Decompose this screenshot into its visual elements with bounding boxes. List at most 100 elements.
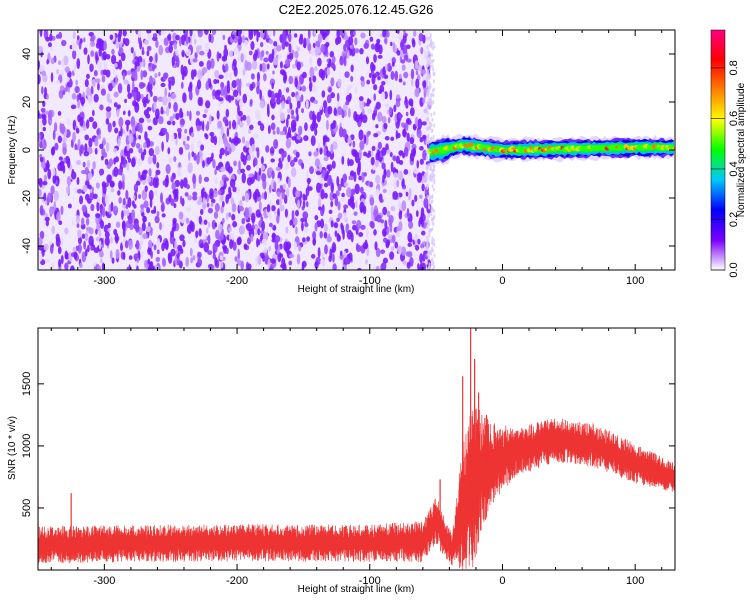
heatmap-noise-blob (47, 109, 53, 120)
heatmap-noise-blob (272, 130, 276, 135)
heatmap-noise-blob (207, 221, 211, 229)
heatmap-noise-blob (114, 127, 119, 134)
heatmap-noise-blob (76, 58, 81, 70)
heatmap-noise-blob (325, 30, 330, 36)
heatmap-noise-blob (188, 151, 191, 161)
heatmap-noise-blob (243, 243, 248, 250)
heatmap-noise-blob (410, 68, 415, 80)
heatmap-noise-blob (289, 102, 293, 110)
heatmap-noise-blob (414, 194, 418, 203)
heatmap-noise-blob (232, 89, 239, 98)
heatmap-noise-blob (410, 78, 414, 87)
heatmap-noise-blob (337, 201, 341, 211)
heatmap-noise-blob (146, 106, 152, 112)
heatmap-noise-blob (326, 170, 329, 179)
heatmap-noise-blob (358, 149, 362, 160)
heatmap-noise-blob (359, 201, 365, 213)
heatmap-noise-blob (214, 89, 220, 100)
heatmap-noise-edge-blob (427, 61, 430, 66)
heatmap-noise-blob (329, 51, 335, 58)
heatmap-noise-blob (206, 202, 210, 208)
heatmap-noise-blob (354, 183, 360, 195)
heatmap-noise-blob (348, 92, 352, 100)
heatmap-noise-blob (104, 236, 110, 246)
heatmap-noise-blob (53, 190, 60, 201)
heatmap-noise-blob (339, 55, 343, 62)
heatmap-noise-blob (168, 43, 173, 54)
heatmap-noise-blob (42, 180, 48, 186)
heatmap-noise-blob (173, 42, 178, 50)
heatmap-noise-blob (175, 48, 179, 56)
heatmap-noise-edge-blob (428, 101, 431, 106)
heatmap-noise-blob (307, 30, 311, 39)
heatmap-noise-blob (115, 39, 120, 49)
heatmap-noise-blob (171, 133, 175, 142)
heatmap-noise-blob (116, 109, 120, 118)
heatmap-noise-edge-blob (425, 176, 428, 181)
heatmap-noise-blob (172, 120, 176, 126)
heatmap-noise-blob (260, 156, 264, 165)
heatmap-noise-blob (196, 125, 201, 132)
heatmap-noise-blob (166, 120, 172, 126)
heatmap-noise-edge-blob (426, 171, 429, 176)
heatmap-noise-blob (38, 45, 44, 53)
heatmap-noise-blob (155, 52, 158, 63)
heatmap-noise-blob (408, 98, 414, 106)
heatmap-noise-edge-blob (429, 60, 432, 65)
heatmap-noise-blob (279, 130, 286, 136)
heatmap-noise-blob (64, 66, 70, 73)
heatmap-noise-blob (358, 231, 364, 238)
heatmap-noise-blob (320, 258, 326, 266)
heatmap-noise-blob (398, 150, 404, 156)
heatmap-band-peak (672, 147, 675, 150)
heatmap-noise-edge-blob (432, 58, 435, 63)
heatmap-x-tick-label: 0 (499, 275, 505, 287)
heatmap-noise-blob (320, 218, 325, 229)
heatmap-noise-edge-blob (426, 116, 429, 121)
snr-frame (37, 327, 676, 571)
heatmap-noise-blob (305, 99, 309, 109)
heatmap-noise-blob (421, 183, 425, 192)
heatmap-noise-blob (421, 121, 427, 126)
heatmap-noise-blob (392, 41, 396, 53)
heatmap-noise-blob (94, 147, 98, 155)
heatmap-noise-blob (296, 135, 302, 140)
heatmap-noise-blob (290, 114, 295, 120)
snr-series (38, 328, 675, 570)
heatmap-noise-blob (402, 33, 407, 44)
heatmap-noise-blob (200, 242, 204, 249)
heatmap-noise-blob (402, 81, 406, 86)
heatmap-noise-blob (152, 117, 158, 126)
heatmap-noise-edge-blob (426, 194, 429, 199)
heatmap-noise-blob (363, 134, 367, 145)
heatmap-noise-blob (413, 167, 419, 175)
heatmap-noise-blob (39, 30, 43, 37)
heatmap-noise-blob (317, 247, 321, 258)
heatmap-noise-blob (114, 63, 118, 68)
heatmap-noise-blob (406, 132, 410, 142)
heatmap-noise-edge-blob (427, 202, 430, 207)
heatmap-noise-blob (135, 142, 141, 149)
heatmap-noise-blob (176, 168, 182, 177)
heatmap-band-peak (511, 147, 517, 150)
heatmap-noise-blob (344, 182, 349, 188)
heatmap-noise-blob (339, 30, 345, 37)
heatmap-noise-blob (285, 30, 289, 36)
heatmap-noise-region (38, 30, 436, 270)
heatmap-noise-blob (171, 56, 175, 66)
heatmap-noise-edge-blob (426, 225, 429, 230)
heatmap-noise-blob (330, 61, 335, 69)
heatmap-noise-blob (82, 161, 86, 168)
heatmap-noise-blob (325, 119, 329, 131)
heatmap-noise-blob (38, 177, 43, 188)
heatmap-noise-blob (154, 215, 160, 224)
heatmap-noise-blob (314, 261, 318, 269)
heatmap-noise-blob (236, 85, 242, 93)
heatmap-noise-blob (214, 169, 217, 176)
heatmap-noise-blob (207, 234, 211, 245)
heatmap-noise-blob (390, 136, 395, 142)
heatmap-noise-blob (211, 219, 217, 230)
heatmap-noise-blob (41, 70, 46, 77)
heatmap-noise-blob (334, 195, 339, 207)
